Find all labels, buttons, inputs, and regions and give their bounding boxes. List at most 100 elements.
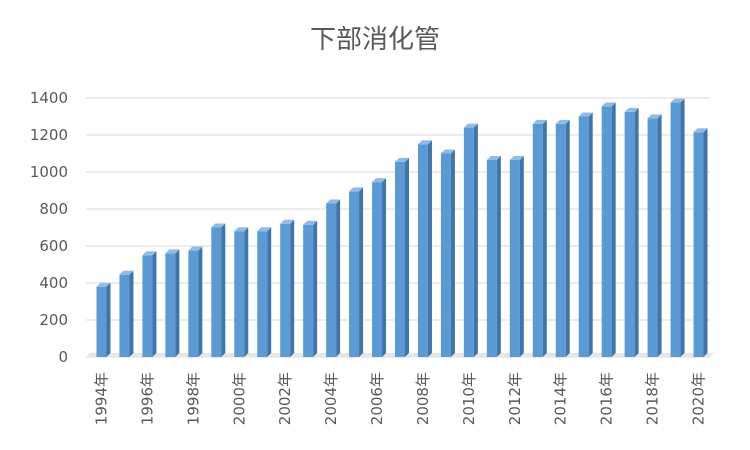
bar-front [670, 102, 681, 357]
bar-top [142, 251, 157, 256]
bar-top [532, 119, 547, 124]
y-axis-labels: 0 200 400 600 800 1000 1200 1400 [30, 89, 68, 366]
bar [188, 246, 203, 357]
bar-side [267, 227, 272, 357]
bar-side [198, 246, 203, 357]
x-tick-label: 2014年 [552, 372, 570, 425]
bar [142, 251, 157, 357]
x-tick-label: 2002年 [276, 372, 294, 425]
bar [372, 178, 387, 357]
bar [234, 227, 249, 357]
bar [647, 114, 662, 357]
bar-front [211, 227, 222, 357]
bar [257, 227, 272, 357]
bar [509, 155, 524, 357]
y-tick-label: 1000 [30, 163, 68, 181]
bar-front [624, 111, 635, 357]
y-tick-label: 600 [39, 237, 68, 255]
bar-side [588, 112, 593, 357]
bar-front [463, 127, 474, 357]
bar-front [234, 231, 245, 357]
x-tick-label: 2008年 [414, 372, 432, 425]
bar-top [693, 128, 708, 133]
bar-side [313, 220, 318, 357]
bar [326, 199, 341, 357]
bar [395, 157, 409, 357]
bar-front [578, 116, 589, 357]
bar [693, 128, 708, 357]
bar-top [119, 270, 134, 275]
bar [349, 187, 364, 357]
x-tick-label: 1998年 [184, 372, 202, 425]
bar-top [188, 246, 203, 251]
bar-side [634, 107, 639, 357]
bar-front [440, 153, 451, 357]
bar-top [303, 220, 318, 225]
bar-side [519, 155, 524, 357]
bar-top [349, 187, 364, 192]
bar-side [703, 128, 708, 357]
bar-side [405, 157, 409, 357]
bar-top [234, 227, 249, 232]
bar-top [555, 119, 570, 124]
bar-front [96, 286, 107, 357]
bar [578, 112, 593, 357]
bar-top [211, 223, 226, 228]
bar-front [349, 191, 360, 357]
bar-side [680, 98, 685, 357]
bar-side [565, 119, 570, 358]
bar [670, 98, 685, 357]
y-tick-label: 200 [39, 311, 68, 329]
bar-side [106, 282, 111, 357]
bar-front [326, 203, 337, 357]
bar [417, 140, 432, 357]
bar [601, 102, 616, 357]
bar-top [372, 178, 387, 183]
bar-front [601, 106, 612, 357]
bar-top [486, 155, 501, 160]
bar-top [280, 219, 295, 224]
y-tick-label: 1200 [30, 126, 68, 144]
bar-front [693, 132, 704, 357]
bar-top [647, 114, 662, 119]
bar-side [290, 219, 295, 357]
bar-top [165, 249, 180, 254]
bar-front [303, 224, 314, 357]
bar-side [359, 187, 364, 357]
y-tick-label: 0 [58, 348, 68, 366]
bar-top [601, 102, 616, 107]
bar-front [188, 250, 199, 357]
bar-side [473, 123, 478, 357]
x-tick-label: 2000年 [230, 372, 248, 425]
y-tick-label: 400 [39, 274, 68, 292]
x-tick-label: 2006年 [368, 372, 386, 425]
bar-side [336, 199, 341, 357]
bar-top [417, 140, 432, 145]
bar-side [152, 251, 157, 357]
bar-top [440, 149, 455, 154]
bar [165, 249, 180, 357]
bar-front [257, 231, 268, 357]
bar-top [96, 282, 111, 287]
bar-top [326, 199, 341, 204]
chart-title: 下部消化管 [310, 25, 440, 55]
bar-top [395, 157, 409, 162]
bar-top [509, 155, 524, 160]
x-tick-label: 1996年 [138, 372, 156, 425]
bar-front [486, 159, 497, 357]
bar-top [624, 107, 639, 112]
bar-side [382, 178, 387, 357]
bar [119, 270, 134, 357]
bar-front [165, 253, 176, 357]
bar-front [119, 274, 130, 357]
bar-front [395, 161, 405, 357]
bar [211, 223, 226, 357]
bar [280, 219, 295, 357]
bar-top [257, 227, 272, 232]
bar [303, 220, 318, 357]
bar-side [129, 270, 134, 357]
bar-side [175, 249, 180, 357]
bar [463, 123, 478, 357]
bar-side [427, 140, 432, 357]
